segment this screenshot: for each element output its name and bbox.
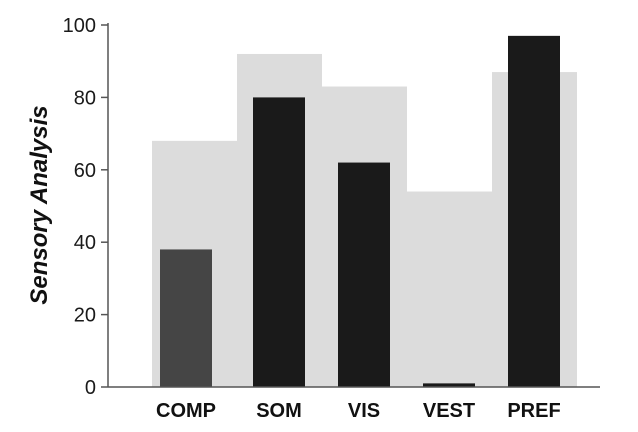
value-bar-pref	[508, 35, 560, 388]
y-axis-title: Sensory Analysis	[26, 105, 53, 304]
axes-group	[107, 23, 600, 388]
x-tick-label-som: SOM	[256, 400, 302, 422]
value-bar-vest	[423, 383, 475, 387]
value-bar-vis	[338, 162, 390, 387]
y-tick-label: 100	[63, 15, 96, 37]
x-tick-label-vest: VEST	[423, 400, 475, 422]
y-tick-label: 20	[74, 305, 96, 327]
y-tick-label: 60	[74, 160, 96, 182]
y-ticks-group: 0 20 40 60 80 100	[63, 15, 108, 399]
x-tick-label-vis: VIS	[348, 400, 380, 422]
value-bar-comp	[160, 249, 212, 387]
y-tick-label: 0	[85, 377, 96, 399]
value-bars-group	[160, 35, 560, 388]
x-labels-group: COMP SOM VIS VEST PREF	[156, 400, 561, 422]
y-tick-label: 80	[74, 87, 96, 109]
y-tick-label: 40	[74, 232, 96, 254]
reference-bar-vest	[407, 191, 492, 387]
value-bar-som	[253, 97, 305, 388]
x-tick-label-comp: COMP	[156, 400, 216, 422]
x-tick-label-pref: PREF	[507, 400, 560, 422]
